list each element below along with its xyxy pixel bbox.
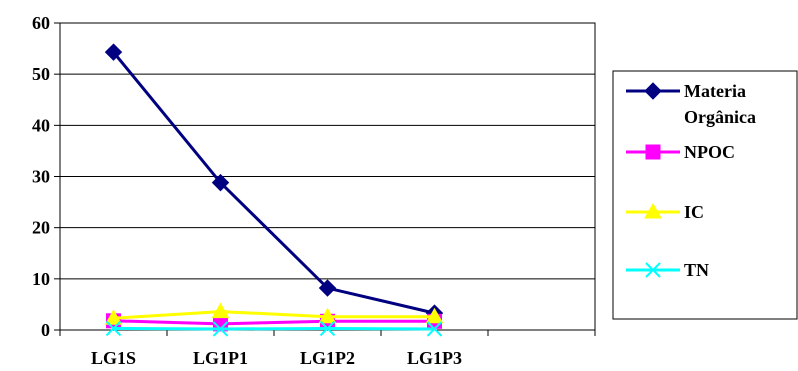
marker-triangle <box>644 202 662 219</box>
legend-label: Orgânica <box>684 107 756 127</box>
y-tick-label: 0 <box>41 320 50 340</box>
series-tn <box>105 320 443 337</box>
series-line <box>113 326 435 331</box>
legend-entry: TN <box>626 260 709 280</box>
marker-x <box>645 262 661 278</box>
series-line <box>113 319 435 326</box>
data-point <box>212 321 229 337</box>
data-point <box>426 321 443 337</box>
x-tick-label: LG1P2 <box>300 348 355 368</box>
marker-x-stroke <box>212 321 229 337</box>
series-ic <box>104 302 444 325</box>
y-tick-label: 50 <box>32 64 50 84</box>
series-materia-orgânica <box>104 43 444 322</box>
data-point <box>318 279 337 297</box>
data-point <box>425 307 444 324</box>
legend-label: Materia <box>684 81 746 101</box>
data-point <box>319 320 336 337</box>
y-tick-label: 30 <box>32 167 50 187</box>
legend-entry: IC <box>626 202 704 222</box>
x-tick-label: LG1P3 <box>407 348 462 368</box>
plot-area <box>59 22 596 331</box>
data-point <box>211 173 230 192</box>
x-axis: LG1S LG1P1 LG1P2 LG1P3 <box>59 329 596 368</box>
legend-label: IC <box>684 202 704 222</box>
marker-diamond <box>644 82 662 100</box>
y-tick-label: 20 <box>32 218 50 238</box>
legend-label: TN <box>684 260 709 280</box>
x-tick-label: LG1S <box>91 348 136 368</box>
marker-x-stroke <box>319 320 336 337</box>
series-line <box>112 51 435 315</box>
marker-x-stroke <box>105 320 122 337</box>
y-tick-label: 60 <box>32 13 50 33</box>
y-tick-label: 40 <box>32 115 50 135</box>
marker-x-stroke <box>426 321 443 337</box>
legend-entry: NPOC <box>626 142 735 162</box>
data-point <box>104 43 123 61</box>
y-tick-label: 10 <box>32 269 50 289</box>
marker-square <box>645 144 661 160</box>
legend-entry: Materia Orgânica <box>626 81 756 127</box>
series-line <box>113 310 435 320</box>
data-point <box>105 320 122 337</box>
data-point <box>211 302 230 319</box>
series-layer <box>104 43 444 337</box>
legend: Materia Orgânica NPOC IC TN <box>612 70 798 320</box>
y-axis: 0 10 20 30 40 50 60 <box>32 13 61 340</box>
x-tick-label: LG1P1 <box>193 348 248 368</box>
legend-box <box>612 70 798 320</box>
marker-x-stroke <box>645 262 661 278</box>
legend-label: NPOC <box>684 142 735 162</box>
data-point <box>104 309 123 325</box>
data-point <box>318 307 337 324</box>
